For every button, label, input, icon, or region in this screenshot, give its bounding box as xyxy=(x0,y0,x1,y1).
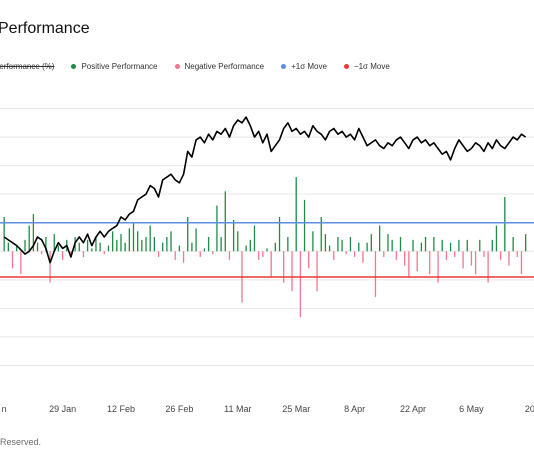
legend-label-plus-sigma: +1σ Move xyxy=(291,62,327,71)
chart-title: Performance xyxy=(0,20,90,37)
x-tick-label: 11 Mar xyxy=(224,404,251,414)
negative-dot-icon xyxy=(174,64,180,69)
legend-label-minus-sigma: −1σ Move xyxy=(353,62,390,71)
plus-sigma-dot-icon xyxy=(281,64,287,69)
x-tick-label: n xyxy=(2,404,7,414)
performance-line xyxy=(3,116,527,264)
legend-item-plus-sigma[interactable]: +1σ Move xyxy=(281,62,327,71)
x-tick-label: 29 Jan xyxy=(49,404,76,414)
legend-label-performance: Performance (%) xyxy=(0,62,55,71)
x-tick-label: 26 Feb xyxy=(165,404,193,414)
legend-item-negative[interactable]: Negative Performance xyxy=(174,62,265,71)
legend: Performance (%) Positive Performance Neg… xyxy=(0,62,407,71)
minus-sigma-dot-icon xyxy=(343,64,349,69)
x-tick-label: 8 Apr xyxy=(344,404,365,414)
x-tick-label: 6 May xyxy=(459,404,484,414)
footer-text: Reserved. xyxy=(0,437,42,447)
x-tick-label: 25 Mar xyxy=(282,404,310,414)
positive-dot-icon xyxy=(71,64,77,69)
legend-item-performance[interactable]: Performance (%) xyxy=(0,62,54,71)
legend-item-minus-sigma[interactable]: −1σ Move xyxy=(343,62,390,71)
legend-label-positive: Positive Performance xyxy=(81,62,158,71)
x-tick-label: 12 Feb xyxy=(107,404,135,414)
legend-label-negative: Negative Performance xyxy=(184,62,265,71)
x-tick-label: 22 Apr xyxy=(400,404,426,414)
x-tick-label: 20 xyxy=(525,404,534,414)
legend-item-positive[interactable]: Positive Performance xyxy=(71,62,158,71)
